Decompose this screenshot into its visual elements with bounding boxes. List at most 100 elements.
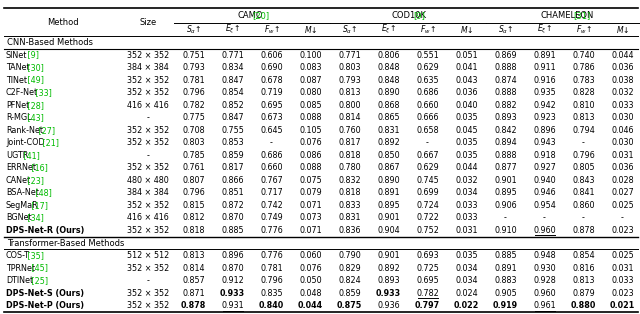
Text: 0.040: 0.040 xyxy=(455,101,477,110)
Text: 0.048: 0.048 xyxy=(300,289,322,298)
Text: 0.031: 0.031 xyxy=(611,151,634,160)
Text: 0.835: 0.835 xyxy=(260,289,283,298)
Text: [43]: [43] xyxy=(25,113,44,122)
Text: [30]: [30] xyxy=(25,63,44,72)
Text: 0.878: 0.878 xyxy=(572,226,595,235)
Text: 0.810: 0.810 xyxy=(572,101,595,110)
Text: 0.885: 0.885 xyxy=(221,226,244,235)
Text: 0.880: 0.880 xyxy=(571,301,596,310)
Text: 0.724: 0.724 xyxy=(416,201,439,210)
Text: 0.076: 0.076 xyxy=(299,138,322,147)
Text: CHAMELEON: CHAMELEON xyxy=(541,11,594,20)
Text: 0.807: 0.807 xyxy=(182,176,205,185)
Text: DPS-Net-P (Ours): DPS-Net-P (Ours) xyxy=(6,301,84,310)
Text: 0.033: 0.033 xyxy=(611,276,634,285)
Text: 0.073: 0.073 xyxy=(299,214,322,223)
Text: 0.875: 0.875 xyxy=(337,301,362,310)
Text: 0.896: 0.896 xyxy=(221,251,244,260)
Text: 0.629: 0.629 xyxy=(416,63,439,72)
Text: 0.678: 0.678 xyxy=(260,76,283,84)
Text: 0.025: 0.025 xyxy=(611,201,634,210)
Text: [9]: [9] xyxy=(413,11,426,20)
Text: 0.895: 0.895 xyxy=(494,188,517,198)
Text: -: - xyxy=(621,214,624,223)
Text: 352 × 352: 352 × 352 xyxy=(127,289,169,298)
Text: 0.790: 0.790 xyxy=(338,251,361,260)
Text: [28]: [28] xyxy=(25,101,44,110)
Text: 0.891: 0.891 xyxy=(377,188,400,198)
Text: 0.818: 0.818 xyxy=(339,188,361,198)
Text: 0.869: 0.869 xyxy=(494,51,517,60)
Text: ERRNet: ERRNet xyxy=(6,163,36,172)
Text: DPS-Net-S (Ours): DPS-Net-S (Ours) xyxy=(6,289,84,298)
Text: 352 × 352: 352 × 352 xyxy=(127,264,169,273)
Text: 0.043: 0.043 xyxy=(455,76,477,84)
Text: 0.868: 0.868 xyxy=(377,101,400,110)
Text: 0.793: 0.793 xyxy=(182,63,205,72)
Text: 0.673: 0.673 xyxy=(260,113,283,122)
Text: [21]: [21] xyxy=(40,138,59,147)
Text: 0.859: 0.859 xyxy=(221,151,244,160)
Text: 0.930: 0.930 xyxy=(533,264,556,273)
Text: 0.044: 0.044 xyxy=(298,301,323,310)
Text: 0.800: 0.800 xyxy=(339,101,361,110)
Text: 0.877: 0.877 xyxy=(494,163,517,172)
Text: 0.888: 0.888 xyxy=(494,88,516,97)
Text: 0.818: 0.818 xyxy=(339,151,361,160)
Text: 0.904: 0.904 xyxy=(377,226,400,235)
Text: 0.629: 0.629 xyxy=(416,163,439,172)
Text: 0.961: 0.961 xyxy=(533,301,556,310)
Text: [9]: [9] xyxy=(25,51,39,60)
Text: 0.918: 0.918 xyxy=(533,151,556,160)
Text: 0.794: 0.794 xyxy=(572,126,595,135)
Text: 0.036: 0.036 xyxy=(611,63,634,72)
Text: 0.767: 0.767 xyxy=(260,176,283,185)
Text: 0.044: 0.044 xyxy=(455,163,477,172)
Text: 0.783: 0.783 xyxy=(572,76,595,84)
Text: 0.075: 0.075 xyxy=(299,176,322,185)
Text: 0.645: 0.645 xyxy=(260,126,283,135)
Text: 0.088: 0.088 xyxy=(300,113,322,122)
Text: 0.044: 0.044 xyxy=(611,51,634,60)
Text: 0.848: 0.848 xyxy=(377,76,400,84)
Text: 0.051: 0.051 xyxy=(455,51,478,60)
Text: 0.933: 0.933 xyxy=(376,289,401,298)
Text: 0.771: 0.771 xyxy=(221,51,244,60)
Text: Transformer-Based Methods: Transformer-Based Methods xyxy=(7,239,124,247)
Text: 0.032: 0.032 xyxy=(611,88,634,97)
Text: R-MGL: R-MGL xyxy=(6,113,31,122)
Text: BGNet: BGNet xyxy=(6,214,31,223)
Text: 0.786: 0.786 xyxy=(572,63,595,72)
Text: 0.895: 0.895 xyxy=(377,201,400,210)
Text: 352 × 352: 352 × 352 xyxy=(127,76,169,84)
Text: 0.803: 0.803 xyxy=(339,63,361,72)
Text: 0.033: 0.033 xyxy=(455,214,477,223)
Text: 512 × 512: 512 × 512 xyxy=(127,251,169,260)
Text: 0.105: 0.105 xyxy=(299,126,322,135)
Text: 0.038: 0.038 xyxy=(611,76,634,84)
Text: 0.035: 0.035 xyxy=(455,151,478,160)
Text: 0.817: 0.817 xyxy=(221,163,244,172)
Text: 384 × 384: 384 × 384 xyxy=(127,63,169,72)
Text: 0.041: 0.041 xyxy=(455,63,477,72)
Text: 0.829: 0.829 xyxy=(338,264,361,273)
Text: 0.927: 0.927 xyxy=(533,163,556,172)
Text: CANet: CANet xyxy=(6,176,31,185)
Text: 0.936: 0.936 xyxy=(377,301,400,310)
Text: C2F-Net: C2F-Net xyxy=(6,88,38,97)
Text: UGTR: UGTR xyxy=(6,151,28,160)
Text: 0.824: 0.824 xyxy=(338,276,361,285)
Text: -: - xyxy=(504,214,507,223)
Text: 0.719: 0.719 xyxy=(260,88,283,97)
Text: -: - xyxy=(543,214,546,223)
Text: 352 × 352: 352 × 352 xyxy=(127,226,169,235)
Text: 0.087: 0.087 xyxy=(299,76,322,84)
Text: 0.890: 0.890 xyxy=(377,176,400,185)
Text: 0.035: 0.035 xyxy=(455,138,478,147)
Text: 0.083: 0.083 xyxy=(300,63,322,72)
Text: 352 × 352: 352 × 352 xyxy=(127,126,169,135)
Text: 0.813: 0.813 xyxy=(339,88,361,97)
Text: 0.833: 0.833 xyxy=(339,201,361,210)
Text: 0.785: 0.785 xyxy=(182,151,205,160)
Text: 480 × 480: 480 × 480 xyxy=(127,176,169,185)
